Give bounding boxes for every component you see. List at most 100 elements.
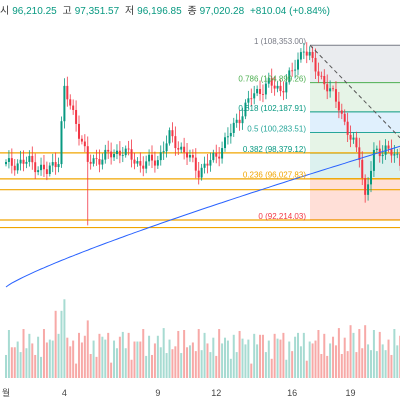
fib-level-labels: 1 (108,353.00) 0.786 (104,899.26) 0.618 (1… [238,37,306,221]
candle [212,149,215,163]
candle [355,131,358,152]
fib-level-label: 0.5 (100,283.51) [247,125,306,134]
candle [323,69,326,90]
candle [215,144,218,164]
volume-bar [317,330,320,378]
candle [168,127,171,146]
volume-bar [226,340,229,378]
low-value: 96,196.85 [137,6,182,17]
candle [34,153,37,180]
volume-bar [75,363,78,378]
volume-bar [334,345,337,378]
fib-zone [310,111,400,133]
volume-bar [37,336,40,378]
volume-bar [387,339,390,378]
candle [253,85,256,105]
volume-bar [370,350,372,378]
candle [92,154,95,167]
candle [375,145,378,153]
fib-retracement-tool[interactable] [310,44,400,221]
volume-bar [153,343,156,378]
candle [340,103,343,120]
volume-bar [168,339,171,378]
volume-bar [308,341,311,378]
candle [302,42,305,60]
moving-average-line [5,145,400,288]
candle [299,48,302,63]
volume-bar [393,329,396,378]
volume-bar [78,332,80,378]
volume-bar [72,340,75,378]
candles [5,42,400,226]
candle [40,157,43,176]
volume-bar [261,334,264,378]
volume-bar [244,344,247,378]
volume-bar [159,347,162,378]
horizontal-lines [0,152,400,229]
volume-bar [95,356,98,378]
volume-bar [7,330,10,378]
volume-bar [267,340,270,378]
volume-bar [63,299,66,378]
candle [98,149,101,173]
volume-bar [165,353,168,378]
volume-bar [121,331,124,378]
candle [305,42,308,64]
candle [118,141,121,164]
volume-bar [40,356,43,378]
volume-bar [279,339,282,378]
candle [311,46,314,63]
candle [288,67,291,85]
candle [183,137,186,160]
volume-bar [361,348,364,378]
candle [381,145,384,164]
volume-bar [139,341,142,378]
candle [48,162,51,177]
candle [63,78,66,129]
volume-bar [384,350,387,378]
candle [162,141,165,160]
candle [229,123,232,144]
volume-bar [197,329,200,378]
volume-bar [19,352,22,378]
volume-bar [133,341,136,378]
volume-bar [92,340,95,378]
volume-bar [323,333,326,378]
candle [197,161,200,185]
volume-bar [259,334,262,378]
volume-bar [238,330,241,378]
volume-bar [256,344,259,378]
volume-bar [145,355,148,378]
volume-bar [285,359,288,378]
volume-bar [367,344,370,378]
x-tick-label: 9 [155,388,160,398]
volume-bar [332,336,335,378]
candle [136,157,139,167]
candle [244,99,247,120]
candle [124,145,127,158]
volume-bar [194,351,197,378]
candle [282,81,285,101]
volume-bar [101,336,104,378]
fib-zone [310,153,400,179]
candle [308,46,311,61]
candle [264,77,267,100]
volume-bar [200,350,203,378]
candle [7,150,10,169]
volume-bar [329,343,332,378]
volume-bar [294,336,297,378]
fib-level-label: 0.786 (104,899.26) [238,75,306,84]
volume-bar [314,340,317,378]
trend-line[interactable] [309,44,400,139]
candle [209,152,212,172]
candle [89,154,92,170]
close-label: 종 [187,6,197,17]
candle [16,159,19,174]
x-tick-label: 19 [346,388,356,398]
high-value: 97,351.57 [74,6,120,17]
volume-bar [364,325,367,378]
volume-bar [180,353,183,378]
volume-bar [16,341,19,378]
x-tick-label: 4 [62,388,67,398]
